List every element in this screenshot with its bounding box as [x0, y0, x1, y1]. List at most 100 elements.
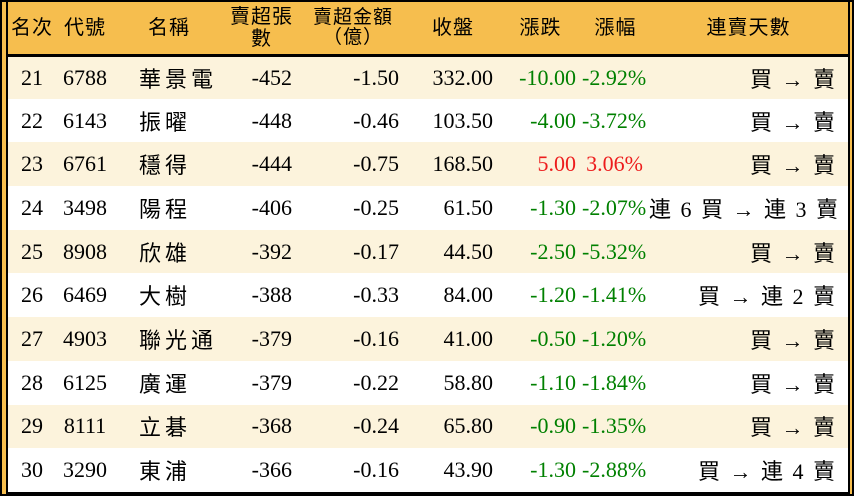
cell-amount: -0.46: [353, 107, 399, 133]
cell-name: 東浦: [139, 459, 192, 485]
cell-streak: 連 6 買 → 連 3 賣: [649, 196, 841, 222]
table-row: 21 6788 華景電 -452 -1.50 332.00 -10.00 -2.92% 買 → …: [8, 55, 848, 99]
cell-volume: -366: [251, 457, 292, 483]
column-header-name: 名稱: [114, 2, 224, 57]
cell-change: -10.00: [519, 64, 576, 90]
cell-volume: -379: [251, 325, 292, 351]
cell-close: 103.50: [432, 107, 494, 133]
cell-streak: 買 → 賣: [749, 109, 837, 135]
cell-name: 欣雄: [139, 240, 192, 266]
net-sell-ranking-table: 名次 代號 名稱 賣超張數 賣超金額 （億） 收盤 漲跌 漲幅 連賣天數 21 6…: [8, 2, 848, 492]
table-row: 22 6143 振曜 -448 -0.46 103.50 -4.00 -3.72% 買 → 賣: [8, 98, 848, 143]
cell-close: 41.00: [443, 325, 494, 351]
cell-pct: -1.35%: [582, 413, 647, 439]
cell-streak: 買 → 賣: [749, 371, 837, 397]
cell-amount: -0.16: [353, 325, 399, 351]
cell-volume: -452: [251, 64, 292, 90]
cell-volume: -392: [251, 238, 292, 264]
cell-code: 6761: [63, 151, 107, 177]
cell-streak: 買 → 賣: [749, 153, 837, 179]
cell-amount: -0.16: [353, 457, 399, 483]
cell-pct: -1.20%: [582, 325, 647, 351]
cell-pct: 3.06%: [586, 151, 643, 177]
cell-code: 6788: [63, 64, 107, 90]
table-row: 23 6761 穩得 -444 -0.75 168.50 5.00 3.06% 買 → 賣: [8, 142, 848, 187]
table-inner-border: 名次 代號 名稱 賣超張數 賣超金額 （億） 收盤 漲跌 漲幅 連賣天數 21 6…: [6, 2, 850, 494]
column-header-amount: 賣超金額 （億）: [299, 2, 407, 57]
cell-close: 332.00: [432, 64, 494, 90]
cell-change: -1.10: [530, 369, 576, 395]
cell-rank: 26: [21, 282, 43, 308]
cell-pct: -2.92%: [582, 64, 647, 90]
table-row: 25 8908 欣雄 -392 -0.17 44.50 -2.50 -5.32% 買 → 賣: [8, 229, 848, 274]
cell-amount: -0.33: [353, 282, 399, 308]
cell-close: 44.50: [443, 238, 494, 264]
cell-volume: -444: [251, 151, 292, 177]
cell-volume: -388: [251, 282, 292, 308]
cell-change: -1.20: [530, 282, 576, 308]
cell-name: 振曜: [139, 109, 192, 135]
cell-amount: -1.50: [353, 64, 399, 90]
cell-close: 168.50: [432, 151, 494, 177]
cell-streak: 買 → 賣: [749, 327, 837, 353]
cell-rank: 29: [21, 413, 43, 439]
cell-streak: 買 → 賣: [749, 66, 837, 92]
cell-name: 立碁: [139, 415, 192, 441]
cell-close: 43.90: [443, 457, 494, 483]
table-row: 27 4903 聯光通 -379 -0.16 41.00 -0.50 -1.20% 買 → 賣: [8, 317, 848, 361]
cell-change: -1.30: [530, 194, 576, 220]
cell-volume: -379: [251, 369, 292, 395]
column-header-rank: 名次: [8, 2, 56, 57]
cell-code: 4903: [63, 325, 107, 351]
cell-volume: -368: [251, 413, 292, 439]
cell-name: 聯光通: [139, 327, 218, 353]
cell-code: 6469: [63, 282, 107, 308]
cell-amount: -0.17: [353, 238, 399, 264]
cell-change: -0.50: [530, 325, 576, 351]
cell-rank: 30: [21, 457, 43, 483]
table-header: 名次 代號 名稱 賣超張數 賣超金額 （億） 收盤 漲跌 漲幅 連賣天數: [8, 2, 848, 57]
cell-amount: -0.25: [353, 194, 399, 220]
cell-pct: -2.07%: [582, 194, 647, 220]
cell-change: -0.90: [530, 413, 576, 439]
table-row: 24 3498 陽程 -406 -0.25 61.50 -1.30 -2.07% 連 6 買 →…: [8, 186, 848, 230]
cell-rank: 25: [21, 238, 43, 264]
cell-code: 3498: [63, 194, 107, 220]
cell-code: 8908: [63, 238, 107, 264]
cell-streak: 買 → 賣: [749, 240, 837, 266]
cell-rank: 22: [21, 107, 43, 133]
table-row: 26 6469 大樹 -388 -0.33 84.00 -1.20 -1.41% 買 → 連 2…: [8, 273, 848, 318]
cell-pct: -2.88%: [582, 457, 647, 483]
table-body: 21 6788 華景電 -452 -1.50 332.00 -10.00 -2.92% 買 → …: [8, 55, 848, 492]
cell-pct: -5.32%: [582, 238, 647, 264]
cell-rank: 23: [21, 151, 43, 177]
cell-amount: -0.22: [353, 369, 399, 395]
cell-change: -4.00: [530, 107, 576, 133]
cell-rank: 21: [21, 64, 43, 90]
cell-change: 5.00: [537, 151, 577, 177]
cell-amount: -0.75: [353, 151, 399, 177]
column-header-amount-line1: 賣超金額: [312, 6, 393, 28]
cell-code: 3290: [63, 457, 107, 483]
cell-code: 8111: [63, 413, 107, 439]
column-header-amount-line2: （億）: [322, 26, 383, 48]
cell-rank: 28: [21, 369, 43, 395]
cell-close: 84.00: [443, 282, 494, 308]
column-header-streak: 連賣天數: [649, 2, 848, 57]
cell-pct: -3.72%: [582, 107, 647, 133]
cell-name: 陽程: [139, 196, 192, 222]
cell-name: 廣運: [139, 371, 192, 397]
cell-rank: 27: [21, 325, 43, 351]
cell-name: 穩得: [139, 153, 192, 179]
cell-name: 大樹: [139, 284, 192, 310]
column-header-close: 收盤: [407, 2, 499, 57]
cell-name: 華景電: [139, 66, 218, 92]
column-header-pct: 漲幅: [582, 2, 649, 57]
cell-code: 6125: [63, 369, 107, 395]
cell-pct: -1.41%: [582, 282, 647, 308]
cell-change: -1.30: [530, 457, 576, 483]
table-row: 29 8111 立碁 -368 -0.24 65.80 -0.90 -1.35% 買 → 賣: [8, 404, 848, 449]
table-row: 30 3290 東浦 -366 -0.16 43.90 -1.30 -2.88% 買 → 連 4…: [8, 448, 848, 492]
cell-volume: -448: [251, 107, 292, 133]
